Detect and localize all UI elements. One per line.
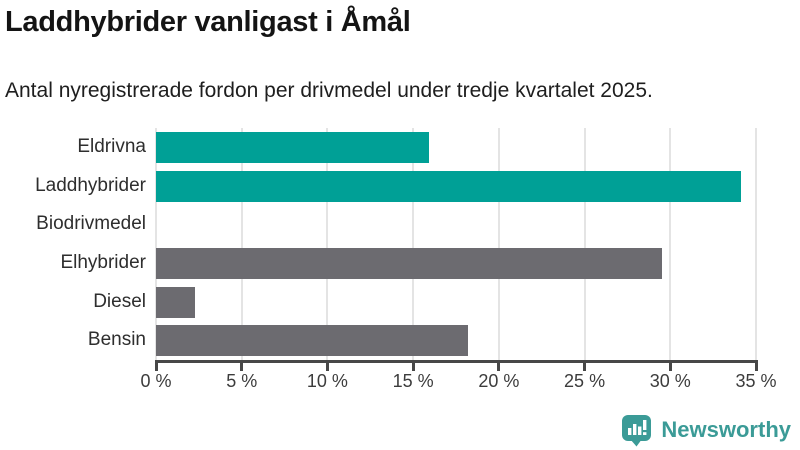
category-label-diesel: Diesel [93, 290, 146, 312]
gridline [155, 128, 157, 360]
category-label-bensin: Bensin [87, 329, 146, 351]
axis-tick-label: 30 % [649, 371, 691, 391]
bar-diesel [156, 286, 196, 318]
gridline [497, 128, 500, 360]
bar-bensin [156, 325, 468, 357]
gridline [326, 128, 329, 360]
category-label-eldrivna: Eldrivna [77, 136, 146, 157]
axis-tick-label: 25 % [564, 371, 606, 391]
gridline [240, 128, 243, 360]
axis-tick [583, 363, 587, 371]
bar-laddhybrider [156, 170, 741, 202]
gridline [583, 128, 586, 360]
plot-area [155, 128, 757, 360]
category-label-elhybrider: Elhybrider [60, 252, 146, 273]
gridline [669, 128, 672, 360]
bar-elhybrider [156, 247, 662, 279]
newsworthy-logo-text: Newsworthy [661, 417, 791, 442]
chart-subtitle: Antal nyregistrerade fordon per drivmede… [5, 79, 653, 102]
category-label-biodrivmedel: Biodrivmedel [36, 213, 146, 235]
newsworthy-logo: Newsworthy [621, 413, 791, 447]
axis-tick-label: 10 % [306, 371, 348, 391]
gridline [755, 128, 757, 360]
newsworthy-logo-icon [622, 415, 652, 447]
axis-tick [325, 363, 329, 371]
axis-tick [754, 363, 758, 371]
axis-tick-label: 20 % [478, 371, 520, 391]
axis-tick [668, 363, 672, 371]
bar-eldrivna [156, 131, 429, 163]
category-label-laddhybrider: Laddhybrider [35, 174, 146, 196]
axis-tick-label: 5 % [226, 371, 258, 391]
axis-tick [497, 363, 501, 371]
axis-tick-label: 35 % [735, 371, 777, 391]
axis-tick-label: 0 % [140, 371, 172, 391]
x-axis-line [155, 360, 758, 363]
axis-tick [411, 363, 415, 371]
chart-title: Laddhybrider vanligast i Åmål [5, 6, 411, 38]
axis-tick [240, 363, 244, 371]
axis-tick-label: 15 % [392, 371, 434, 391]
axis-tick [154, 363, 158, 371]
gridline [412, 128, 415, 360]
